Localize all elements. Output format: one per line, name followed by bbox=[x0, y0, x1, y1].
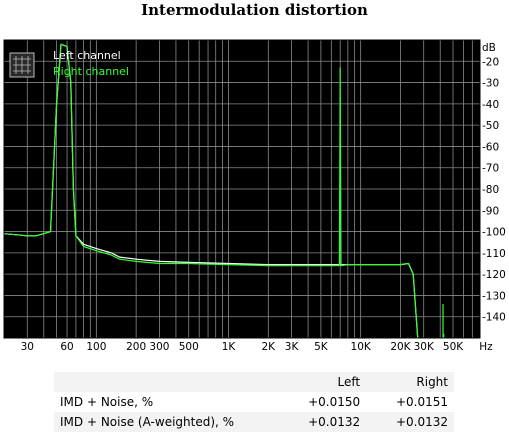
y-tick-label: -70 bbox=[482, 163, 499, 175]
y-tick-label: -140 bbox=[482, 312, 506, 324]
x-tick-label: 200 bbox=[126, 341, 146, 353]
legend-entry-left-channel: Left channel bbox=[53, 49, 121, 62]
y-tick-label: -20 bbox=[482, 56, 499, 68]
table-row: IMD + Noise (A-weighted), % +0.0132 +0.0… bbox=[54, 412, 454, 432]
series-line-right-channel bbox=[3, 43, 419, 339]
x-tick-label: 20K bbox=[390, 341, 411, 353]
x-tick-label: 300 bbox=[149, 341, 169, 353]
row-left-value: +0.0132 bbox=[273, 412, 367, 432]
y-tick-label: -130 bbox=[482, 290, 506, 302]
x-unit-label: Hz bbox=[479, 341, 493, 353]
x-tick-label: 1K bbox=[222, 341, 237, 353]
x-tick-label: 10K bbox=[351, 341, 372, 353]
x-tick-label: 500 bbox=[179, 341, 199, 353]
row-label: IMD + Noise, % bbox=[54, 392, 274, 412]
row-label: IMD + Noise (A-weighted), % bbox=[54, 412, 274, 432]
y-tick-label: -120 bbox=[482, 269, 506, 281]
row-left-value: +0.0150 bbox=[273, 392, 367, 412]
x-tick-label: 50K bbox=[443, 341, 464, 353]
y-tick-label: -90 bbox=[482, 205, 499, 217]
y-tick-label: -110 bbox=[482, 248, 506, 260]
x-tick-label: 30K bbox=[414, 341, 435, 353]
table-header-left: Left bbox=[273, 372, 367, 392]
table-header-cell bbox=[54, 372, 274, 392]
y-tick-label: -40 bbox=[482, 99, 499, 111]
x-tick-label: 30 bbox=[21, 341, 34, 353]
x-tick-label: 2K bbox=[262, 341, 277, 353]
table-header-row: Left Right bbox=[54, 372, 454, 392]
imd-spectrum-chart: Left channel Right channel dB -20 -30 -40 -50 -… bbox=[3, 39, 506, 353]
y-tick-label: -60 bbox=[482, 141, 499, 153]
x-tick-label: 3K bbox=[285, 341, 300, 353]
chart-title: Intermodulation distortion bbox=[141, 1, 368, 19]
y-unit-label: dB bbox=[482, 42, 496, 54]
y-tick-label: -100 bbox=[482, 227, 506, 239]
plot-border bbox=[3, 39, 481, 339]
x-tick-label: 100 bbox=[86, 341, 106, 353]
y-tick-label: -50 bbox=[482, 120, 499, 132]
imd-results-table: Left Right IMD + Noise, % +0.0150 +0.015… bbox=[54, 372, 454, 432]
x-tick-label: 60 bbox=[60, 341, 73, 353]
y-tick-label: -80 bbox=[482, 184, 499, 196]
table-row: IMD + Noise, % +0.0150 +0.0151 bbox=[54, 392, 454, 412]
legend-entry-right-channel: Right channel bbox=[53, 65, 129, 78]
y-tick-label: -30 bbox=[482, 78, 499, 90]
row-right-value: +0.0151 bbox=[366, 392, 454, 412]
x-tick-label: 5K bbox=[314, 341, 329, 353]
table-header-right: Right bbox=[366, 372, 454, 392]
row-right-value: +0.0132 bbox=[366, 412, 454, 432]
